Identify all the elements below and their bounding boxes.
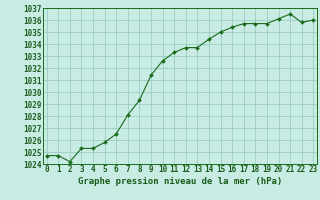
X-axis label: Graphe pression niveau de la mer (hPa): Graphe pression niveau de la mer (hPa) [78, 177, 282, 186]
